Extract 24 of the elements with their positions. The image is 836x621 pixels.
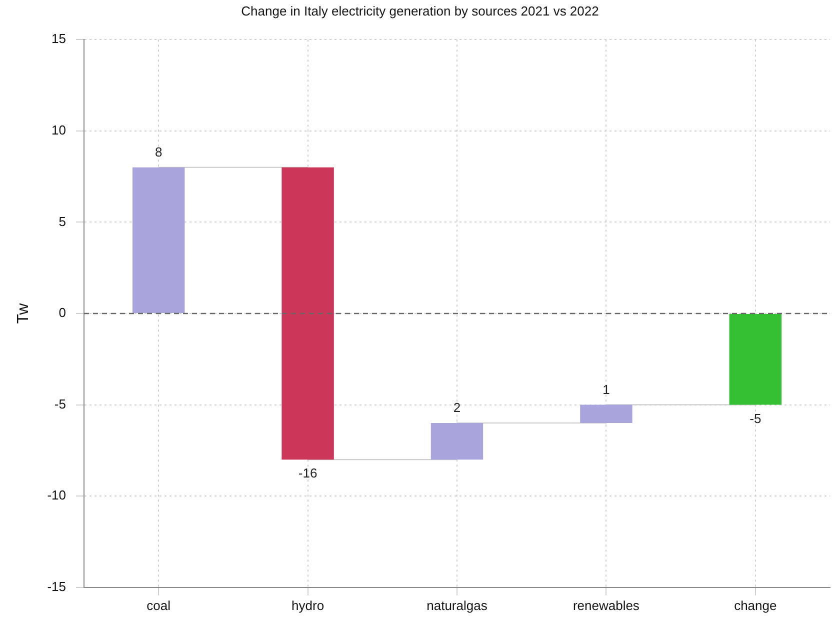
data-label: 8 xyxy=(154,144,162,160)
x-tick-label: hydro xyxy=(292,598,324,613)
y-tick-label: 0 xyxy=(58,305,66,320)
y-tick-label: 10 xyxy=(52,122,66,138)
x-tick-label: coal xyxy=(146,598,171,613)
bar xyxy=(282,167,334,460)
y-tick-label: -10 xyxy=(47,488,66,503)
y-axis-title: Tw xyxy=(15,302,32,324)
chart-title: Change in Italy electricity generation by sources 2021 vs 2022 xyxy=(241,3,599,18)
data-label: 1 xyxy=(602,382,610,397)
bar xyxy=(132,167,185,313)
bar xyxy=(430,423,484,460)
y-tick-label: 5 xyxy=(58,214,66,229)
x-tick-label: renewables xyxy=(572,598,640,613)
y-tick-label: -15 xyxy=(47,578,66,594)
y-tick-label: -5 xyxy=(54,396,66,412)
data-label: 2 xyxy=(453,400,461,416)
bar xyxy=(729,314,782,405)
data-label: -16 xyxy=(298,466,318,481)
y-tick-label: 15 xyxy=(52,31,66,46)
x-tick-label: naturalgas xyxy=(426,598,488,613)
data-label: -5 xyxy=(750,410,762,426)
bar xyxy=(580,404,632,424)
x-tick-label: change xyxy=(734,598,777,613)
